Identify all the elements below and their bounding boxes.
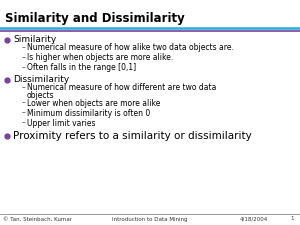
Text: © Tan, Steinbach, Kumar: © Tan, Steinbach, Kumar: [3, 216, 72, 221]
Text: Proximity refers to a similarity or dissimilarity: Proximity refers to a similarity or diss…: [13, 131, 252, 141]
Text: objects: objects: [27, 90, 55, 99]
Text: –: –: [22, 108, 26, 117]
Text: Often falls in the range [0,1]: Often falls in the range [0,1]: [27, 63, 136, 72]
Text: Dissimilarity: Dissimilarity: [13, 76, 69, 85]
Text: –: –: [22, 63, 26, 72]
Text: 1: 1: [290, 216, 293, 221]
Text: –: –: [22, 43, 26, 52]
Text: Is higher when objects are more alike.: Is higher when objects are more alike.: [27, 54, 173, 63]
Text: –: –: [22, 83, 26, 92]
Text: –: –: [22, 54, 26, 63]
Text: Numerical measure of how alike two data objects are.: Numerical measure of how alike two data …: [27, 43, 234, 52]
Text: –: –: [22, 119, 26, 128]
Text: 4/18/2004: 4/18/2004: [240, 216, 268, 221]
Text: Numerical measure of how different are two data: Numerical measure of how different are t…: [27, 83, 216, 92]
Text: Lower when objects are more alike: Lower when objects are more alike: [27, 99, 161, 108]
Text: Similarity: Similarity: [13, 36, 56, 45]
Text: –: –: [22, 99, 26, 108]
Text: Upper limit varies: Upper limit varies: [27, 119, 95, 128]
Text: Minimum dissimilarity is often 0: Minimum dissimilarity is often 0: [27, 108, 150, 117]
Text: Introduction to Data Mining: Introduction to Data Mining: [112, 216, 188, 221]
Text: Similarity and Dissimilarity: Similarity and Dissimilarity: [5, 12, 185, 25]
